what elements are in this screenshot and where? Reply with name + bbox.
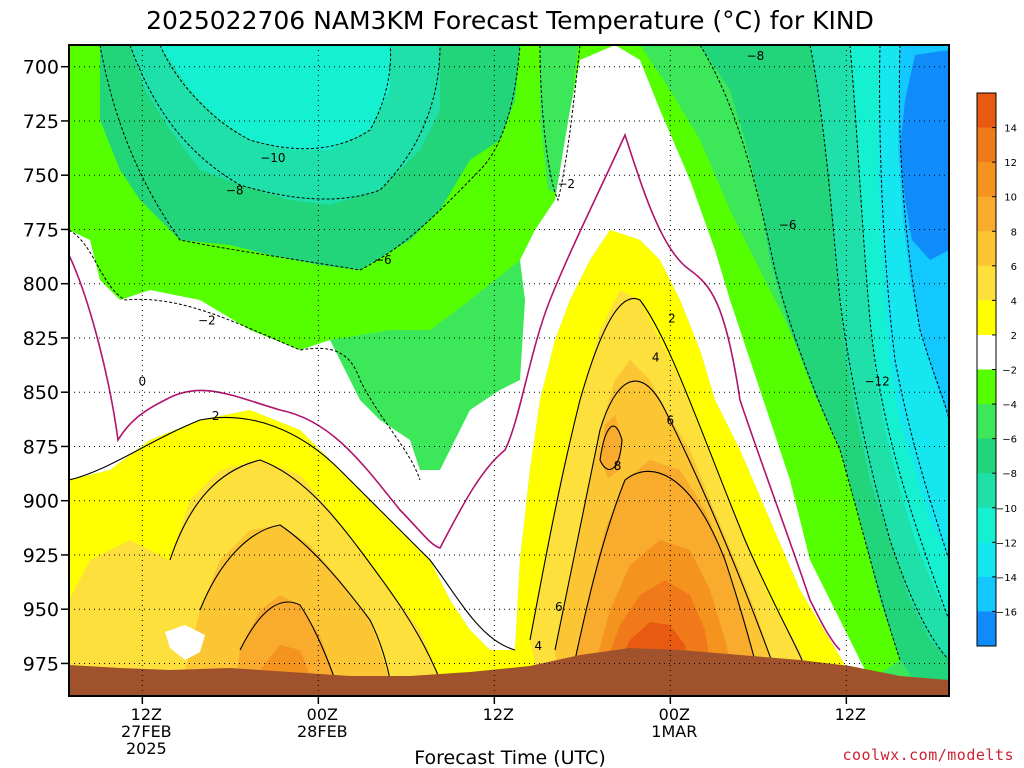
- contour-label: 4: [535, 639, 543, 653]
- contour-label: −2: [198, 314, 216, 328]
- band-right-minus18: [900, 50, 949, 260]
- colorbar-swatch: [977, 196, 996, 232]
- contour-label: 2: [668, 311, 676, 325]
- contour-label: −6: [779, 218, 797, 232]
- x-axis-label: Forecast Time (UTC): [414, 747, 605, 768]
- band-minus2-plus2: [69, 45, 900, 690]
- colorbar-swatch: [977, 127, 996, 163]
- x-tick-label-line1: 12Z: [131, 705, 162, 724]
- x-tick-label-line2: 27FEB: [121, 722, 172, 741]
- colorbar-swatch: [977, 404, 996, 440]
- grid-lines: [69, 45, 949, 696]
- colorbar-label: −2: [1002, 366, 1017, 377]
- colorbar-label: 12: [1004, 158, 1017, 169]
- colorbar-swatch: [977, 576, 996, 612]
- colorbar-swatch: [977, 300, 996, 336]
- contour-label: 0: [139, 374, 147, 388]
- contour-label: −12: [864, 374, 889, 388]
- colorbar-label: 4: [1011, 296, 1017, 307]
- y-axis: 700 725 750 775 800 825 850 875 900 925 950 975: [23, 57, 69, 675]
- positive-isotherms: [69, 297, 811, 681]
- band-minus12-minus10: [160, 45, 390, 150]
- x-tick-label-line1: 00Z: [659, 705, 690, 724]
- colorbar-swatch: [977, 334, 996, 370]
- y-tick-label: 800: [23, 274, 59, 296]
- colorbar-label: −10: [996, 504, 1017, 515]
- zero-isotherm: [69, 132, 841, 651]
- colorbar-swatch: [977, 369, 996, 405]
- negative-isotherms: [69, 45, 949, 661]
- contour-label: 6: [667, 413, 675, 427]
- terrain: [69, 648, 949, 696]
- contour-label: 6: [555, 600, 563, 614]
- y-tick-label: 975: [23, 653, 59, 675]
- x-tick-label-line1: 00Z: [307, 705, 338, 724]
- colorbar-label: −14: [996, 573, 1017, 584]
- colorbar-swatch: [977, 438, 996, 474]
- colorbar-label: 14: [1004, 124, 1017, 135]
- y-tick-label: 750: [23, 165, 59, 187]
- chart-title: 2025022706 NAM3KM Forecast Temperature (…: [146, 6, 874, 35]
- y-tick-label: 925: [23, 545, 59, 567]
- colorbar-swatch: [977, 265, 996, 301]
- contour-label: −8: [226, 183, 244, 197]
- colorbar-label: −8: [1002, 469, 1017, 480]
- colorbar-swatch: [977, 93, 996, 129]
- colorbar-label: −6: [1002, 435, 1017, 446]
- contour-label: −10: [260, 151, 285, 165]
- x-tick-label-line1: 12Z: [835, 705, 866, 724]
- colorbar-swatch: [977, 231, 996, 267]
- contour-labels: −10 −8 −6 −2 0 2 −2 2 4 6 8 6 4 −8 −6 −12: [139, 49, 890, 653]
- contour-label: 4: [652, 350, 660, 364]
- colorbar-swatch: [977, 162, 996, 198]
- colorbar-label: 8: [1011, 227, 1017, 238]
- contour-label: −2: [557, 177, 575, 191]
- credit-text: coolwx.com/modelts: [842, 746, 1014, 764]
- contour-label: −8: [747, 49, 765, 63]
- contour-label: 2: [212, 409, 220, 423]
- x-tick-label-line3: 2025: [126, 739, 167, 758]
- colorbar-label: 10: [1004, 193, 1017, 204]
- colorbar-label: −12: [996, 538, 1017, 549]
- band-8-right-small: [600, 415, 622, 478]
- contour-label: −6: [374, 253, 392, 267]
- y-tick-label: 700: [23, 57, 59, 79]
- x-tick-label-line2: 28FEB: [297, 722, 348, 741]
- contour-label: 8: [614, 459, 622, 473]
- plot-frame: [68, 44, 950, 697]
- colorbar-label: −16: [996, 607, 1017, 618]
- colorbar-label: 6: [1011, 262, 1017, 273]
- colorbar-swatch: [977, 611, 996, 647]
- colorbar: 14 12 10 8 6 4 2 −2 −4 −6 −8 −10 −12 −14 −16: [976, 92, 1017, 647]
- x-tick-label-line2: 1MAR: [651, 722, 697, 741]
- y-tick-label: 875: [23, 436, 59, 458]
- y-tick-label: 775: [23, 219, 59, 241]
- colorbar-label: 2: [1011, 331, 1017, 342]
- colorbar-label: −4: [1002, 400, 1017, 411]
- y-tick-label: 725: [23, 111, 59, 133]
- colorbar-swatch: [977, 507, 996, 543]
- y-tick-label: 900: [23, 491, 59, 513]
- x-tick-label-line1: 12Z: [483, 705, 514, 724]
- y-tick-label: 950: [23, 599, 59, 621]
- temperature-field: [69, 45, 949, 696]
- white-pocket: [165, 625, 205, 660]
- colorbar-swatch: [977, 542, 996, 578]
- colorbar-swatch: [977, 473, 996, 509]
- y-tick-label: 825: [23, 328, 59, 350]
- y-tick-label: 850: [23, 382, 59, 404]
